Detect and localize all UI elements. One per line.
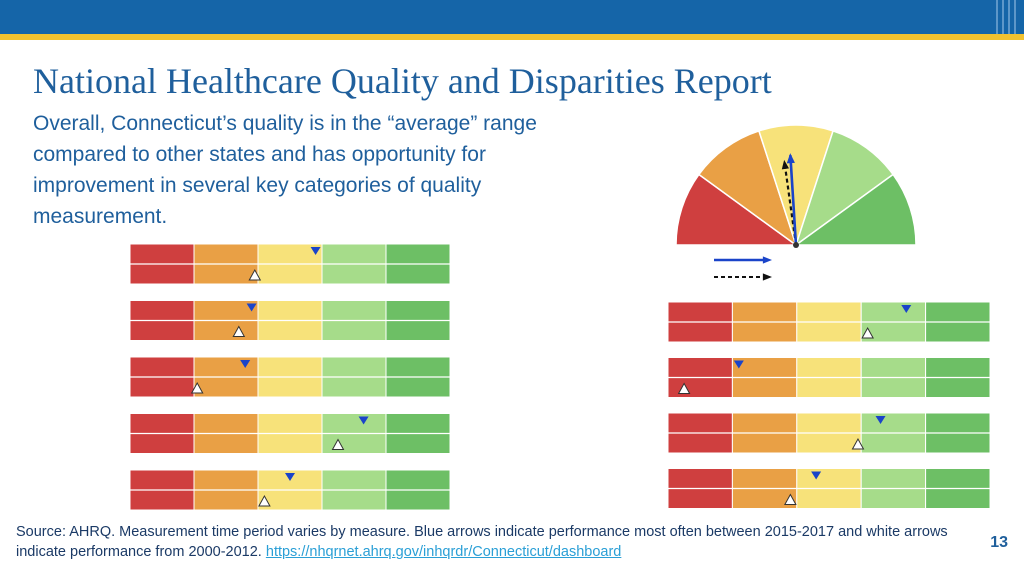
- baseline-marker-hospital: [784, 493, 797, 505]
- banner-decoration: [1008, 0, 1010, 34]
- legend-recent-head: [762, 256, 772, 264]
- legend-baseline-head: [762, 273, 772, 281]
- baseline-marker-ambulatory: [861, 326, 874, 339]
- baseline-marker-patient-safety: [248, 268, 262, 281]
- most-recent-marker-person-centered-care: [246, 303, 257, 312]
- most-recent-needle: [789, 155, 798, 246]
- most-recent-marker-home-health-hospice: [733, 360, 744, 369]
- page-title: National Healthcare Quality and Disparit…: [33, 61, 772, 101]
- gauge-segment-weak: [697, 129, 798, 247]
- most-recent-marker-care-coordination: [240, 360, 251, 368]
- gauge-segment-strong: [794, 129, 895, 247]
- baseline-marker-effective-treatment: [331, 438, 345, 450]
- most-recent-needle-head: [786, 153, 795, 164]
- baseline-marker-person-centered-care: [232, 325, 246, 337]
- overall-quality-gauge: [675, 124, 917, 281]
- most-recent-marker-healthy-living: [285, 473, 295, 481]
- gauge-pivot: [793, 242, 799, 248]
- source-text: Source: AHRQ. Measurement time period va…: [16, 524, 948, 560]
- page-number: 13: [990, 534, 1008, 551]
- banner-decoration: [1002, 0, 1004, 34]
- baseline-marker-healthy-living: [258, 494, 271, 507]
- page-subtitle: Overall, Connecticut’s quality is in the…: [33, 112, 537, 228]
- baseline-marker-home-health-hospice: [677, 382, 691, 394]
- source-note: Source: AHRQ. Measurement time period va…: [16, 522, 996, 562]
- baseline-needle-head: [781, 159, 790, 170]
- care-settings-chart: [667, 301, 991, 509]
- header-banner: [0, 0, 1024, 34]
- baseline-marker-nursing-home: [851, 437, 865, 450]
- baseline-marker-care-coordination: [190, 381, 204, 394]
- most-recent-marker-effective-treatment: [358, 416, 369, 425]
- priority-areas-chart: [129, 243, 451, 511]
- most-recent-marker-ambulatory: [901, 305, 912, 313]
- most-recent-marker-hospital: [811, 471, 822, 480]
- gauge-segment-very-strong: [793, 173, 917, 246]
- banner-decoration: [996, 0, 998, 34]
- source-link[interactable]: https://nhqrnet.ahrq.gov/inhqrdr/Connect…: [265, 544, 622, 560]
- gauge-segment-average: [757, 124, 835, 248]
- header-accent-stripe: [0, 34, 1024, 40]
- most-recent-marker-patient-safety: [310, 247, 321, 255]
- gauge-segment-very-weak: [675, 173, 799, 246]
- banner-decoration: [1014, 0, 1016, 34]
- most-recent-marker-nursing-home: [875, 416, 886, 424]
